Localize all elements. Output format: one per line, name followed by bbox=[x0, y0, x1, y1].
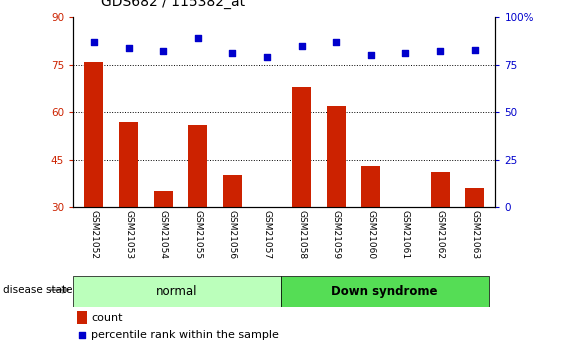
Bar bbox=[84, 61, 104, 207]
Text: GSM21060: GSM21060 bbox=[367, 210, 376, 259]
Bar bbox=[292, 87, 311, 207]
Bar bbox=[119, 122, 138, 207]
Point bbox=[90, 39, 99, 45]
Text: Down syndrome: Down syndrome bbox=[332, 285, 438, 298]
Bar bbox=[188, 125, 207, 207]
Text: GSM21053: GSM21053 bbox=[124, 210, 133, 259]
Text: GSM21062: GSM21062 bbox=[436, 210, 445, 259]
Bar bbox=[154, 191, 173, 207]
Point bbox=[78, 333, 87, 338]
Bar bbox=[465, 188, 484, 207]
Text: disease state: disease state bbox=[3, 285, 72, 295]
Point bbox=[228, 50, 237, 56]
Text: GSM21061: GSM21061 bbox=[401, 210, 410, 259]
Bar bbox=[361, 166, 381, 207]
Text: GSM21055: GSM21055 bbox=[193, 210, 202, 259]
Point bbox=[193, 36, 202, 41]
Text: count: count bbox=[91, 313, 122, 323]
Point bbox=[124, 45, 133, 50]
Text: normal: normal bbox=[157, 285, 198, 298]
Text: GSM21063: GSM21063 bbox=[470, 210, 479, 259]
Bar bbox=[327, 106, 346, 207]
Text: GSM21056: GSM21056 bbox=[228, 210, 237, 259]
Text: GSM21054: GSM21054 bbox=[159, 210, 168, 259]
Text: GSM21052: GSM21052 bbox=[90, 210, 99, 259]
Bar bbox=[73, 276, 281, 307]
Bar bbox=[281, 276, 489, 307]
Text: GSM21059: GSM21059 bbox=[332, 210, 341, 259]
Text: GSM21058: GSM21058 bbox=[297, 210, 306, 259]
Point bbox=[470, 47, 479, 52]
Point bbox=[262, 54, 271, 60]
Point bbox=[436, 49, 445, 54]
Bar bbox=[77, 311, 87, 324]
Text: percentile rank within the sample: percentile rank within the sample bbox=[91, 331, 279, 340]
Bar bbox=[431, 172, 450, 207]
Point bbox=[297, 43, 306, 48]
Text: GDS682 / 115382_at: GDS682 / 115382_at bbox=[101, 0, 245, 9]
Point bbox=[367, 52, 376, 58]
Bar bbox=[223, 175, 242, 207]
Point bbox=[159, 49, 168, 54]
Point bbox=[401, 50, 410, 56]
Point bbox=[332, 39, 341, 45]
Text: GSM21057: GSM21057 bbox=[262, 210, 271, 259]
